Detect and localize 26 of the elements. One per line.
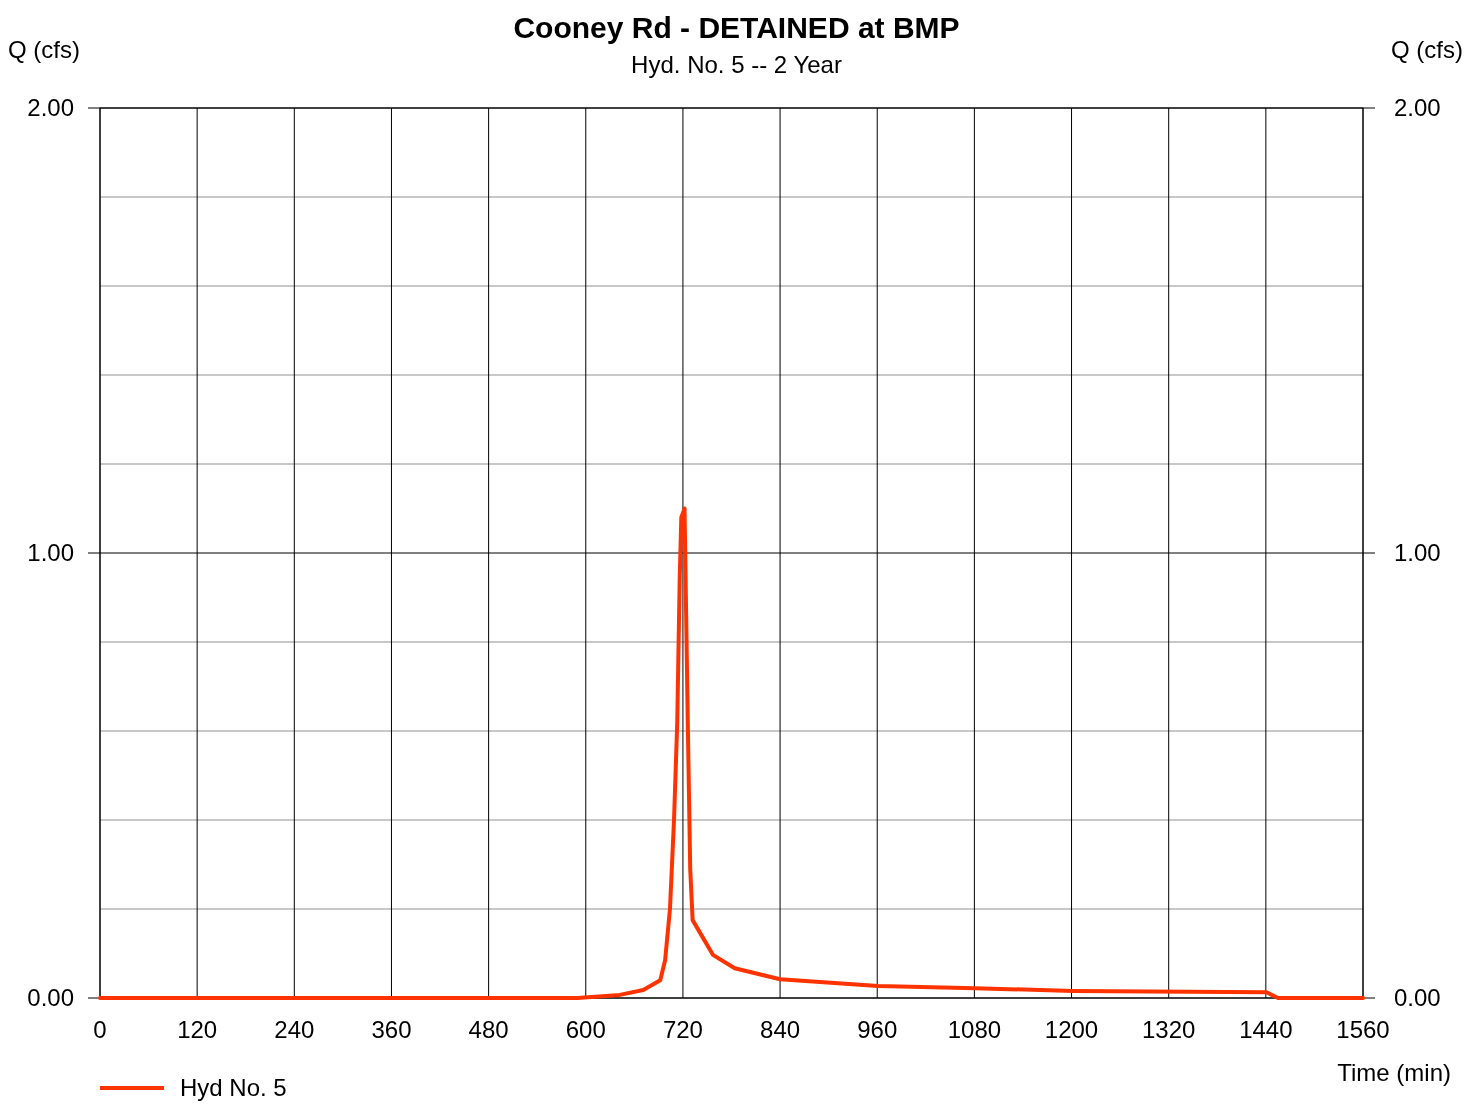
x-tick-label: 720 bbox=[662, 1016, 703, 1043]
x-tick-label: 600 bbox=[565, 1016, 606, 1043]
x-tick-label: 0 bbox=[93, 1016, 107, 1043]
x-tick-label: 1200 bbox=[1044, 1016, 1099, 1043]
x-tick-label: 840 bbox=[760, 1016, 801, 1043]
x-tick-label: 120 bbox=[177, 1016, 218, 1043]
y-axis-title: Q (cfs) bbox=[8, 36, 80, 63]
chart-subtitle: Hyd. No. 5 -- 2 Year bbox=[631, 51, 842, 78]
y-tick-label: 0.00 bbox=[27, 984, 74, 1012]
y2-tick-label: 2.00 bbox=[1394, 94, 1441, 122]
x-tick-label: 1080 bbox=[947, 1016, 1002, 1043]
y-tick-label: 2.00 bbox=[27, 94, 74, 122]
y2-tick-label: 0.00 bbox=[1394, 984, 1441, 1012]
x-tick-label: 1320 bbox=[1142, 1016, 1196, 1043]
x-tick-label: 360 bbox=[371, 1016, 412, 1043]
y-tick-label: 1.00 bbox=[27, 539, 74, 567]
y2-tick-label: 1.00 bbox=[1394, 539, 1441, 567]
legend-label: Hyd No. 5 bbox=[180, 1074, 287, 1102]
x-tick-label: 480 bbox=[468, 1016, 509, 1043]
x-tick-label: 240 bbox=[274, 1016, 315, 1043]
y2-axis-title: Q (cfs) bbox=[1391, 36, 1463, 63]
x-axis-title: Time (min) bbox=[1337, 1059, 1451, 1086]
x-tick-label: 960 bbox=[857, 1016, 898, 1043]
x-tick-label: 1560 bbox=[1336, 1016, 1390, 1043]
x-tick-label: 1440 bbox=[1239, 1016, 1293, 1043]
chart-title: Cooney Rd - DETAINED at BMP bbox=[513, 11, 960, 44]
